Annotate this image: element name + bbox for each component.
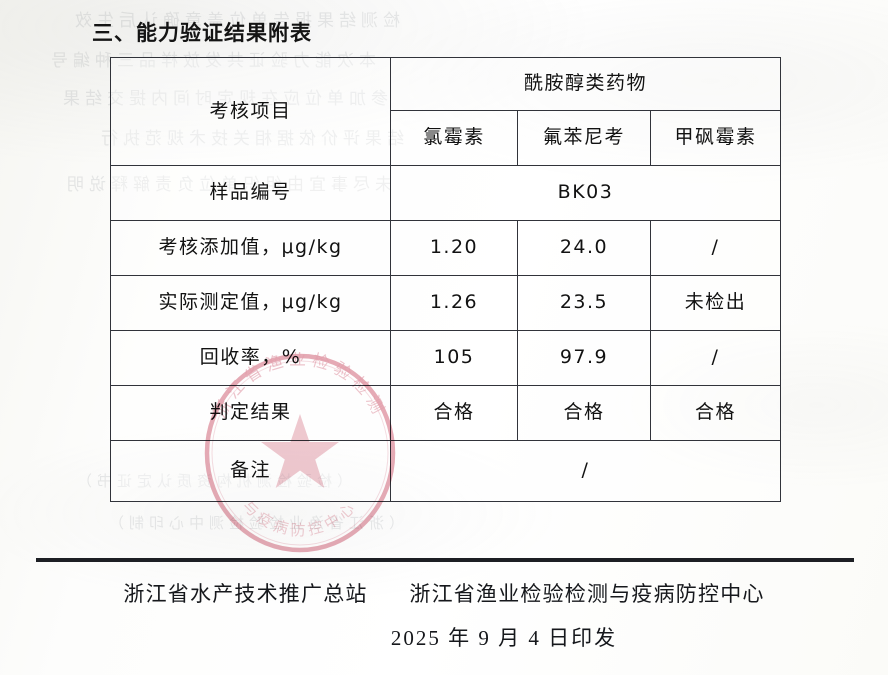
- table-row: 备注 /: [110, 440, 782, 502]
- cell-measured-chloramphenicol: 1.26: [390, 275, 518, 331]
- footer-organizations: 浙江省水产技术推广总站 浙江省渔业检验检测与疫病防控中心: [0, 578, 888, 608]
- row-label-sample-id: 样品编号: [110, 165, 391, 221]
- cell-judgement-thiamphenicol: 合格: [649, 385, 782, 441]
- header-item-column: 考核项目: [110, 57, 391, 166]
- footer-divider: [36, 558, 854, 562]
- row-label-judgement: 判定结果: [110, 385, 391, 441]
- cell-sample-id-value: BK03: [389, 165, 782, 221]
- bleed-through-line: （浙江省渔业检验检测中心印制）: [104, 515, 405, 532]
- row-label-recovery-rate: 回收率，%: [110, 330, 391, 386]
- cell-spiked-chloramphenicol: 1.20: [390, 220, 518, 276]
- cell-recovery-florfenicol: 97.9: [517, 330, 651, 386]
- table-row: 实际测定值，μg/kg 1.26 23.5 未检出: [110, 275, 782, 331]
- row-label-measured-value: 实际测定值，μg/kg: [110, 275, 391, 331]
- cell-recovery-thiamphenicol: /: [649, 330, 782, 386]
- cell-recovery-chloramphenicol: 105: [390, 330, 518, 386]
- table-header-row-group: 考核项目 酰胺醇类药物: [110, 57, 782, 166]
- table-row: 判定结果 合格 合格 合格: [110, 385, 782, 441]
- footer-issue-date: 2025 年 9 月 4 日印发: [390, 626, 618, 650]
- header-analyte-2: 氟苯尼考: [517, 110, 651, 166]
- svg-text:与疫病防控中心: 与疫病防控中心: [239, 497, 361, 539]
- cell-measured-thiamphenicol: 未检出: [649, 275, 782, 331]
- table-row: 样品编号 BK03: [110, 165, 782, 221]
- row-label-spiked-value: 考核添加值，μg/kg: [110, 220, 391, 276]
- cell-spiked-florfenicol: 24.0: [517, 220, 651, 276]
- cell-measured-florfenicol: 23.5: [517, 275, 651, 331]
- row-label-remark: 备注: [110, 440, 391, 502]
- cell-spiked-thiamphenicol: /: [649, 220, 782, 276]
- header-analyte-1: 氯霉素: [390, 110, 518, 166]
- cell-judgement-florfenicol: 合格: [517, 385, 651, 441]
- results-table-wrapper: 考核项目 酰胺醇类药物 氯霉素 氟苯尼考 甲砜霉素 样品编号 BK03 考核添加…: [110, 57, 782, 502]
- table-row: 考核添加值，μg/kg 1.20 24.0 /: [110, 220, 782, 276]
- table-row: 回收率，% 105 97.9 /: [110, 330, 782, 386]
- table-header-row-analytes: 氯霉素 氟苯尼考 甲砜霉素: [111, 110, 782, 166]
- section-title: 三、能力验证结果附表: [92, 21, 312, 45]
- capability-verification-results-table: 考核项目 酰胺醇类药物 氯霉素 氟苯尼考 甲砜霉素 样品编号 BK03 考核添加…: [110, 57, 782, 502]
- footer-org-2: 浙江省渔业检验检测与疫病防控中心: [409, 582, 765, 606]
- footer-org-1: 浙江省水产技术推广总站: [123, 582, 368, 606]
- header-analyte-3: 甲砜霉素: [649, 110, 782, 166]
- header-analyte-group: 酰胺醇类药物: [389, 57, 782, 111]
- cell-judgement-chloramphenicol: 合格: [390, 385, 518, 441]
- cell-remark-value: /: [389, 440, 782, 502]
